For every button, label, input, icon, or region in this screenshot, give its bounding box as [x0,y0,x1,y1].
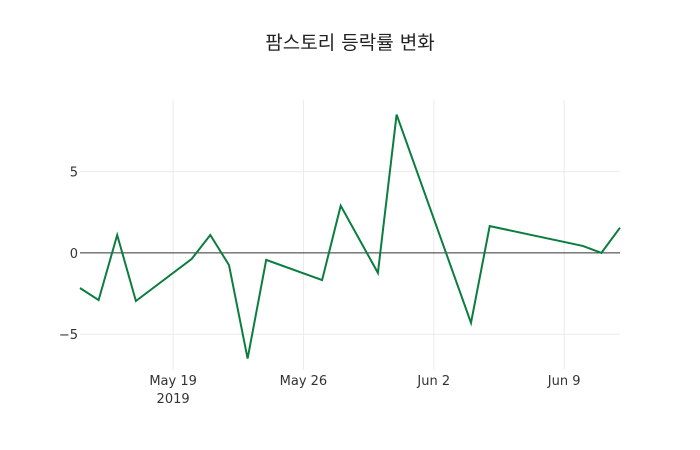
x-gridlines [172,100,565,370]
y-tick-label: 5 [70,166,78,181]
y-tick-label: −5 [59,328,78,343]
y-axis-tick-labels: 5 0 −5 [59,166,78,344]
series-line-change-rate [79,114,621,359]
x-tick-label: May 26 [280,374,328,389]
chart-title: 팜스토리 등락률 변화 [265,32,434,54]
x-tick-label: Jun 9 [547,374,581,389]
y-tick-label: 0 [70,247,78,262]
y-gridlines [80,171,620,335]
x-tick-label: Jun 2 [416,374,450,389]
x-axis-year-label: 2019 [157,392,190,407]
x-axis-tick-labels: May 19 May 26 Jun 2 Jun 9 [149,374,580,389]
x-tick-label: May 19 [149,374,197,389]
